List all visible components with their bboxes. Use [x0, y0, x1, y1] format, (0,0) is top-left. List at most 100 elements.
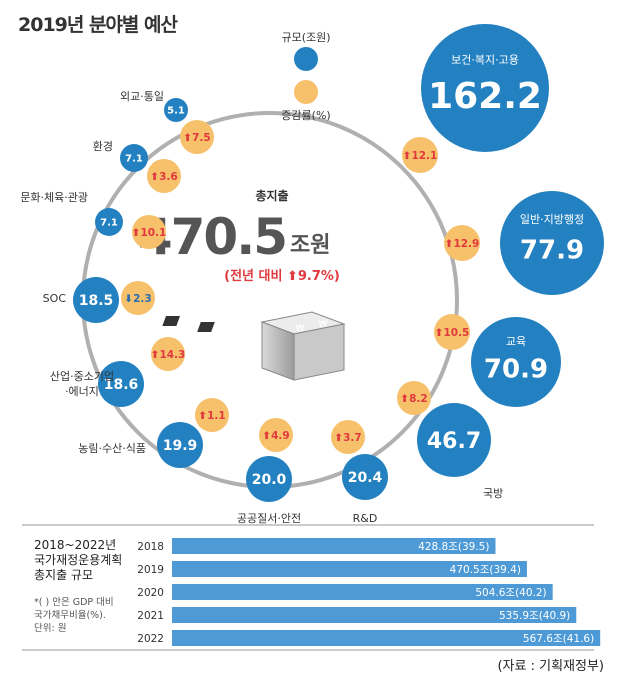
growth-circle	[402, 137, 438, 173]
growth-label: ⬆7.5	[183, 132, 210, 144]
bubble-group: ⬆3.6 7.1 환경	[93, 140, 181, 193]
growth-circle	[195, 398, 229, 432]
bar-value-label: 535.9조(40.9)	[499, 610, 570, 622]
bubble-name-label: ·에너지	[65, 385, 99, 398]
growth-circle	[397, 381, 431, 415]
bar-year-label: 2020	[137, 587, 164, 599]
growth-label: ⬆1.1	[198, 410, 225, 422]
bubble-name-label: 농림·수산·식품	[78, 442, 146, 455]
bar-panel-note-line: 국가채무비율(%).	[34, 610, 106, 621]
bar-value-label: 504.6조(40.2)	[475, 587, 546, 599]
growth-circle	[434, 314, 470, 350]
bar-year-label: 2021	[137, 610, 164, 622]
source-note: (자료 : 기획재정부)	[497, 659, 604, 674]
budget-circle	[500, 191, 604, 295]
bar	[172, 561, 527, 577]
growth-label: ⬆10.1	[132, 227, 167, 239]
growth-circle	[331, 420, 365, 454]
growth-label: ⬆12.1	[403, 150, 438, 162]
bubble-group: ⬆14.3 18.6산업·중소기업 ·에너지	[50, 337, 185, 407]
bar	[172, 538, 496, 554]
growth-circle	[121, 281, 155, 315]
budget-value-label: 18.5	[79, 293, 114, 309]
svg-text:₩: ₩	[319, 320, 328, 330]
bubble-name-label: 공공질서·안전	[237, 512, 301, 525]
budget-circle	[342, 454, 388, 500]
budget-value-label: 46.7	[427, 429, 481, 454]
bubble-name-label: 산업·중소기업	[50, 370, 114, 383]
bubble-name-label: 일반·지방행정	[520, 212, 584, 226]
budget-value-label: 5.1	[167, 106, 185, 117]
bubble-name-label: 국방	[483, 487, 503, 500]
budget-value-label: 18.6	[104, 377, 139, 393]
growth-circle	[151, 337, 185, 371]
budget-value-label: 20.0	[252, 472, 287, 488]
growth-label: ⬇2.3	[124, 293, 151, 305]
bubble-group: ⬆10.5 교육 70.9	[434, 314, 561, 407]
budget-value-label: 77.9	[520, 236, 584, 266]
legend-scale-label: 규모(조원)	[281, 31, 330, 44]
bar-year-label: 2018	[137, 541, 164, 553]
bubble-group: ⬆7.5 5.1외교·통일	[120, 89, 214, 154]
growth-circle	[180, 120, 214, 154]
bubble-name-label: R&D	[353, 512, 378, 525]
growth-circle	[444, 225, 480, 261]
growth-label: ⬆14.3	[151, 349, 186, 361]
bubble-group: ⬆4.9 20.0 공공질서·안전	[237, 418, 301, 525]
budget-value-label: 20.4	[348, 470, 383, 486]
bubble-group: ⬆10.1 7.1 문화·체육·관광	[20, 191, 166, 249]
budget-circle	[98, 361, 144, 407]
bar	[172, 607, 577, 623]
total-change: (전년 대비 ⬆9.7%)	[224, 268, 340, 284]
svg-text:₩: ₩	[296, 324, 305, 334]
bar-panel-note-line: *( ) 안은 GDP 대비	[34, 597, 114, 608]
bar-panel-title: 2018~2022년 국가재정운용계획 총지출 규모	[34, 538, 122, 583]
bar-value-label: 567.6조(41.6)	[523, 633, 594, 645]
bubble-name-label: 환경	[93, 140, 113, 153]
budget-value-label: 19.9	[163, 438, 198, 454]
total-label: 총지출	[255, 188, 288, 203]
bar-panel-title-line: 2018~2022년	[34, 538, 117, 552]
budget-value-label: 162.2	[428, 76, 542, 117]
growth-circle	[147, 159, 181, 193]
budget-circle	[95, 208, 123, 236]
budget-circle	[157, 422, 203, 468]
bar-value-label: 470.5조(39.4)	[450, 564, 521, 576]
bar	[172, 630, 601, 646]
bubble-name-label: 교육	[506, 335, 526, 348]
total-unit: 조원	[290, 233, 330, 258]
bubble-name-label: SOC	[43, 292, 67, 305]
bubble-group: ⬆8.2 46.7 국방	[397, 381, 503, 500]
legend-growth-label: 증감률(%)	[281, 109, 330, 122]
growth-label: ⬆12.9	[445, 238, 480, 250]
bar-year-label: 2019	[137, 564, 164, 576]
bar-panel-note-line: 단위: 원	[34, 623, 67, 634]
growth-label: ⬆3.7	[334, 432, 361, 444]
budget-value-label: 7.1	[125, 154, 143, 165]
money-stack-illustration: ₩ ₩	[162, 311, 346, 381]
growth-label: ⬆10.5	[435, 327, 470, 339]
bar-value-label: 428.8조(39.5)	[418, 541, 489, 553]
bubble-group: ⬆12.9 일반·지방행정 77.9	[444, 191, 604, 295]
budget-value-label: 70.9	[484, 355, 548, 385]
bubble-group: ⬇2.3 18.5 SOC	[43, 277, 155, 323]
bar-panel-note: *( ) 안은 GDP 대비 국가채무비율(%). 단위: 원	[34, 596, 114, 635]
bubble-name-label: 보건·복지·고용	[451, 54, 519, 67]
bar-panel-title-line: 총지출 규모	[34, 568, 94, 582]
budget-circle	[164, 98, 188, 122]
budget-circle	[120, 144, 148, 172]
growth-label: ⬆4.9	[262, 430, 289, 442]
growth-label: ⬆3.6	[150, 171, 177, 183]
bar	[172, 584, 553, 600]
growth-circle	[132, 215, 166, 249]
budget-circle	[417, 403, 491, 477]
growth-label: ⬆8.2	[400, 393, 427, 405]
budget-circle	[73, 277, 119, 323]
bubble-name-label: 문화·체육·관광	[20, 191, 88, 204]
budget-circle	[246, 456, 292, 502]
budget-circle	[471, 317, 561, 407]
bar-panel-title-line: 국가재정운용계획	[34, 553, 123, 567]
bubble-group: ⬆1.1 19.9 농림·수산·식품	[78, 398, 229, 468]
bubble-group: ⬆12.1 보건·복지·고용 162.2	[402, 24, 549, 173]
